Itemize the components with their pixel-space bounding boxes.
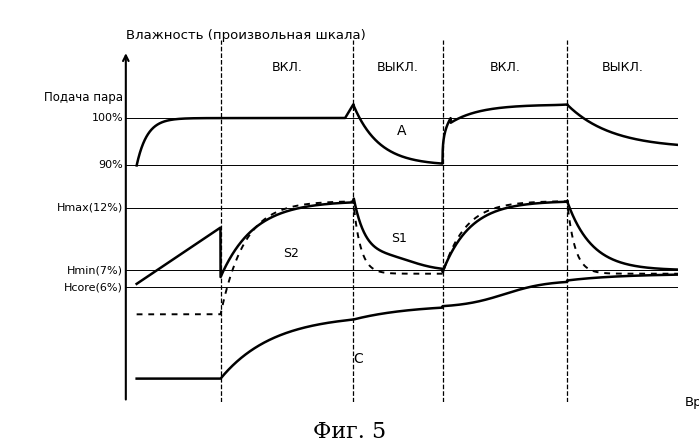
Text: Фиг. 5: Фиг. 5 [313, 421, 386, 443]
Text: S2: S2 [283, 247, 298, 260]
Text: Hcore(6%): Hcore(6%) [64, 282, 123, 292]
Text: ВЫКЛ.: ВЫКЛ. [602, 61, 644, 74]
Text: C: C [353, 351, 363, 366]
Text: ВКЛ.: ВКЛ. [489, 61, 520, 74]
Text: ВЫКЛ.: ВЫКЛ. [377, 61, 419, 74]
Text: Hmax(12%): Hmax(12%) [57, 203, 123, 213]
Text: ВКЛ.: ВКЛ. [271, 61, 303, 74]
Text: A: A [396, 124, 406, 139]
Text: Hmin(7%): Hmin(7%) [67, 266, 123, 275]
Text: Влажность (произвольная шкала): Влажность (произвольная шкала) [126, 29, 366, 42]
Text: Подача пара: Подача пара [44, 91, 123, 104]
Text: 90%: 90% [99, 160, 123, 170]
Text: 100%: 100% [92, 113, 123, 123]
Text: Время: Время [684, 396, 699, 409]
Text: S1: S1 [391, 232, 407, 245]
